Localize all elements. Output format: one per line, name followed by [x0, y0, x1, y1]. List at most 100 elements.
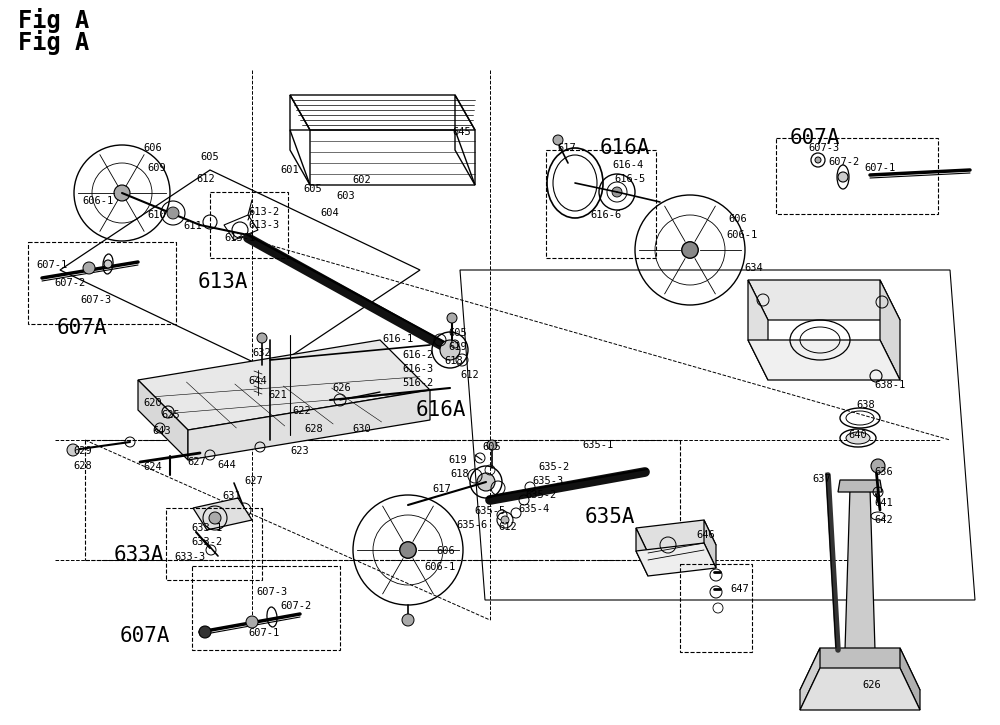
Text: 618: 618	[450, 469, 469, 479]
Text: 633-1: 633-1	[191, 523, 222, 533]
Text: 635-3: 635-3	[532, 476, 563, 486]
Text: 516-2: 516-2	[402, 378, 433, 388]
Text: 613-3: 613-3	[248, 220, 279, 230]
Text: 647: 647	[730, 584, 749, 594]
Polygon shape	[193, 498, 252, 530]
Text: 607-2: 607-2	[828, 157, 859, 167]
Text: 616-4: 616-4	[612, 160, 643, 170]
Circle shape	[553, 135, 563, 145]
Polygon shape	[748, 340, 900, 380]
Text: 638: 638	[856, 400, 875, 410]
Text: 642: 642	[874, 515, 893, 525]
Ellipse shape	[846, 432, 870, 444]
Text: 637: 637	[812, 474, 831, 484]
Text: 644: 644	[248, 376, 267, 386]
Text: 605: 605	[303, 184, 322, 194]
Text: 635-6: 635-6	[456, 520, 487, 530]
Circle shape	[104, 260, 112, 268]
Text: Fig A: Fig A	[18, 8, 89, 33]
Text: 621: 621	[268, 390, 287, 400]
Text: 603: 603	[336, 191, 355, 201]
Text: 616-3: 616-3	[402, 364, 433, 374]
Text: 613-2: 613-2	[248, 207, 279, 217]
Circle shape	[115, 186, 129, 200]
Text: 635A: 635A	[585, 507, 636, 527]
Text: 617: 617	[557, 143, 576, 153]
Polygon shape	[800, 648, 820, 710]
Text: 607A: 607A	[120, 626, 170, 646]
Text: 626: 626	[862, 680, 881, 690]
Text: 616A: 616A	[416, 400, 466, 420]
Text: 605: 605	[200, 152, 219, 162]
Text: 627: 627	[244, 476, 263, 486]
Polygon shape	[900, 648, 920, 710]
Polygon shape	[748, 280, 768, 380]
Text: 626: 626	[332, 383, 351, 393]
Polygon shape	[636, 528, 648, 576]
Polygon shape	[138, 380, 188, 460]
Circle shape	[67, 444, 79, 456]
Text: 605: 605	[448, 328, 467, 338]
Circle shape	[209, 512, 221, 524]
Bar	[776, 138, 938, 214]
Polygon shape	[636, 520, 716, 553]
Text: 635-2: 635-2	[525, 490, 556, 500]
Text: 607-1: 607-1	[248, 628, 279, 638]
Text: 606: 606	[143, 143, 162, 153]
Text: 635-2: 635-2	[538, 462, 569, 472]
Bar	[192, 566, 340, 650]
Bar	[680, 564, 752, 652]
Text: 627: 627	[187, 457, 206, 467]
Text: 620: 620	[143, 398, 162, 408]
Text: 631: 631	[222, 491, 241, 501]
Circle shape	[167, 207, 179, 219]
Circle shape	[440, 340, 460, 360]
Text: 607-1: 607-1	[864, 163, 895, 173]
Text: 633-3: 633-3	[174, 552, 205, 562]
Polygon shape	[838, 480, 882, 492]
Text: 606-1: 606-1	[82, 196, 113, 206]
Text: 616-5: 616-5	[614, 174, 645, 184]
Text: 640: 640	[848, 430, 867, 440]
Circle shape	[477, 473, 495, 491]
Text: 623: 623	[290, 446, 309, 456]
Polygon shape	[188, 390, 430, 460]
Text: 625: 625	[161, 410, 180, 420]
Text: 612: 612	[498, 522, 517, 532]
Text: 618: 618	[444, 356, 463, 366]
Circle shape	[612, 187, 622, 197]
Text: 606: 606	[728, 214, 747, 224]
Circle shape	[402, 614, 414, 626]
Polygon shape	[748, 280, 900, 320]
Circle shape	[871, 459, 885, 473]
Text: 601: 601	[280, 165, 299, 175]
Text: 613A: 613A	[198, 272, 248, 292]
Text: 606: 606	[436, 546, 455, 556]
Polygon shape	[880, 280, 900, 380]
Text: 630: 630	[352, 424, 371, 434]
Text: 635-4: 635-4	[518, 504, 549, 514]
Polygon shape	[845, 488, 875, 650]
Circle shape	[487, 440, 497, 450]
Text: 617: 617	[432, 484, 451, 494]
Text: 632: 632	[252, 348, 271, 358]
Text: 611: 611	[183, 221, 202, 231]
Bar	[546, 150, 656, 258]
Circle shape	[682, 241, 698, 258]
Text: Fig A: Fig A	[18, 30, 89, 55]
Text: 635-1: 635-1	[582, 440, 613, 450]
Polygon shape	[138, 340, 430, 430]
Text: 641: 641	[874, 498, 893, 508]
Text: 636: 636	[874, 467, 893, 477]
Text: 624: 624	[143, 462, 162, 472]
Circle shape	[400, 542, 416, 558]
Text: 607-3: 607-3	[808, 143, 839, 153]
Polygon shape	[636, 543, 716, 576]
Text: 628: 628	[304, 424, 323, 434]
Text: 643: 643	[152, 426, 171, 436]
Circle shape	[246, 616, 258, 628]
Text: 609: 609	[147, 163, 166, 173]
Text: 607A: 607A	[790, 128, 840, 148]
Text: 607-1: 607-1	[36, 260, 67, 270]
Text: 644: 644	[217, 460, 236, 470]
